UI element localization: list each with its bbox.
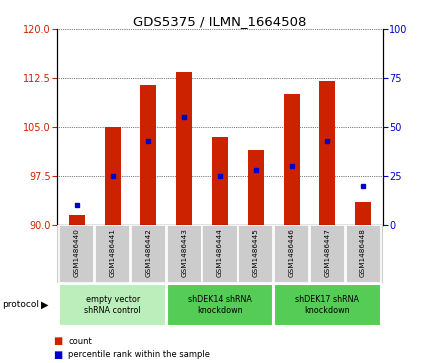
Bar	[131, 225, 166, 283]
Text: shDEK14 shRNA
knockdown: shDEK14 shRNA knockdown	[188, 295, 252, 315]
Bar	[57, 225, 383, 283]
Bar	[95, 225, 130, 283]
Bar	[69, 215, 85, 225]
Bar	[105, 127, 121, 225]
Bar	[59, 284, 166, 326]
Text: protocol: protocol	[2, 301, 39, 309]
Text: GSM1486441: GSM1486441	[110, 228, 116, 277]
Text: shDEK17 shRNA
knockdown: shDEK17 shRNA knockdown	[295, 295, 359, 315]
Text: GSM1486442: GSM1486442	[146, 228, 151, 277]
Bar	[345, 225, 381, 283]
Bar	[167, 284, 273, 326]
Bar	[167, 225, 202, 283]
Text: GSM1486444: GSM1486444	[217, 228, 223, 277]
Bar	[274, 284, 381, 326]
Text: ■: ■	[53, 350, 62, 360]
Text: GSM1486445: GSM1486445	[253, 228, 259, 277]
Bar	[176, 72, 192, 225]
Bar	[248, 150, 264, 225]
Text: GSM1486446: GSM1486446	[289, 228, 294, 277]
Text: percentile rank within the sample: percentile rank within the sample	[68, 350, 210, 359]
Text: count: count	[68, 337, 92, 346]
Text: GSM1486447: GSM1486447	[324, 228, 330, 277]
Bar	[59, 225, 95, 283]
Text: GSM1486440: GSM1486440	[74, 228, 80, 277]
Text: ▶: ▶	[40, 300, 48, 310]
Text: GSM1486448: GSM1486448	[360, 228, 366, 277]
Bar	[212, 137, 228, 225]
Bar	[310, 225, 345, 283]
Bar	[140, 85, 157, 225]
Title: GDS5375 / ILMN_1664508: GDS5375 / ILMN_1664508	[133, 15, 307, 28]
Text: empty vector
shRNA control: empty vector shRNA control	[84, 295, 141, 315]
Text: ■: ■	[53, 336, 62, 346]
Bar	[355, 202, 371, 225]
Bar	[283, 94, 300, 225]
Text: GSM1486443: GSM1486443	[181, 228, 187, 277]
Bar	[202, 225, 238, 283]
Bar	[238, 225, 273, 283]
Bar	[319, 81, 335, 225]
Bar	[274, 225, 309, 283]
